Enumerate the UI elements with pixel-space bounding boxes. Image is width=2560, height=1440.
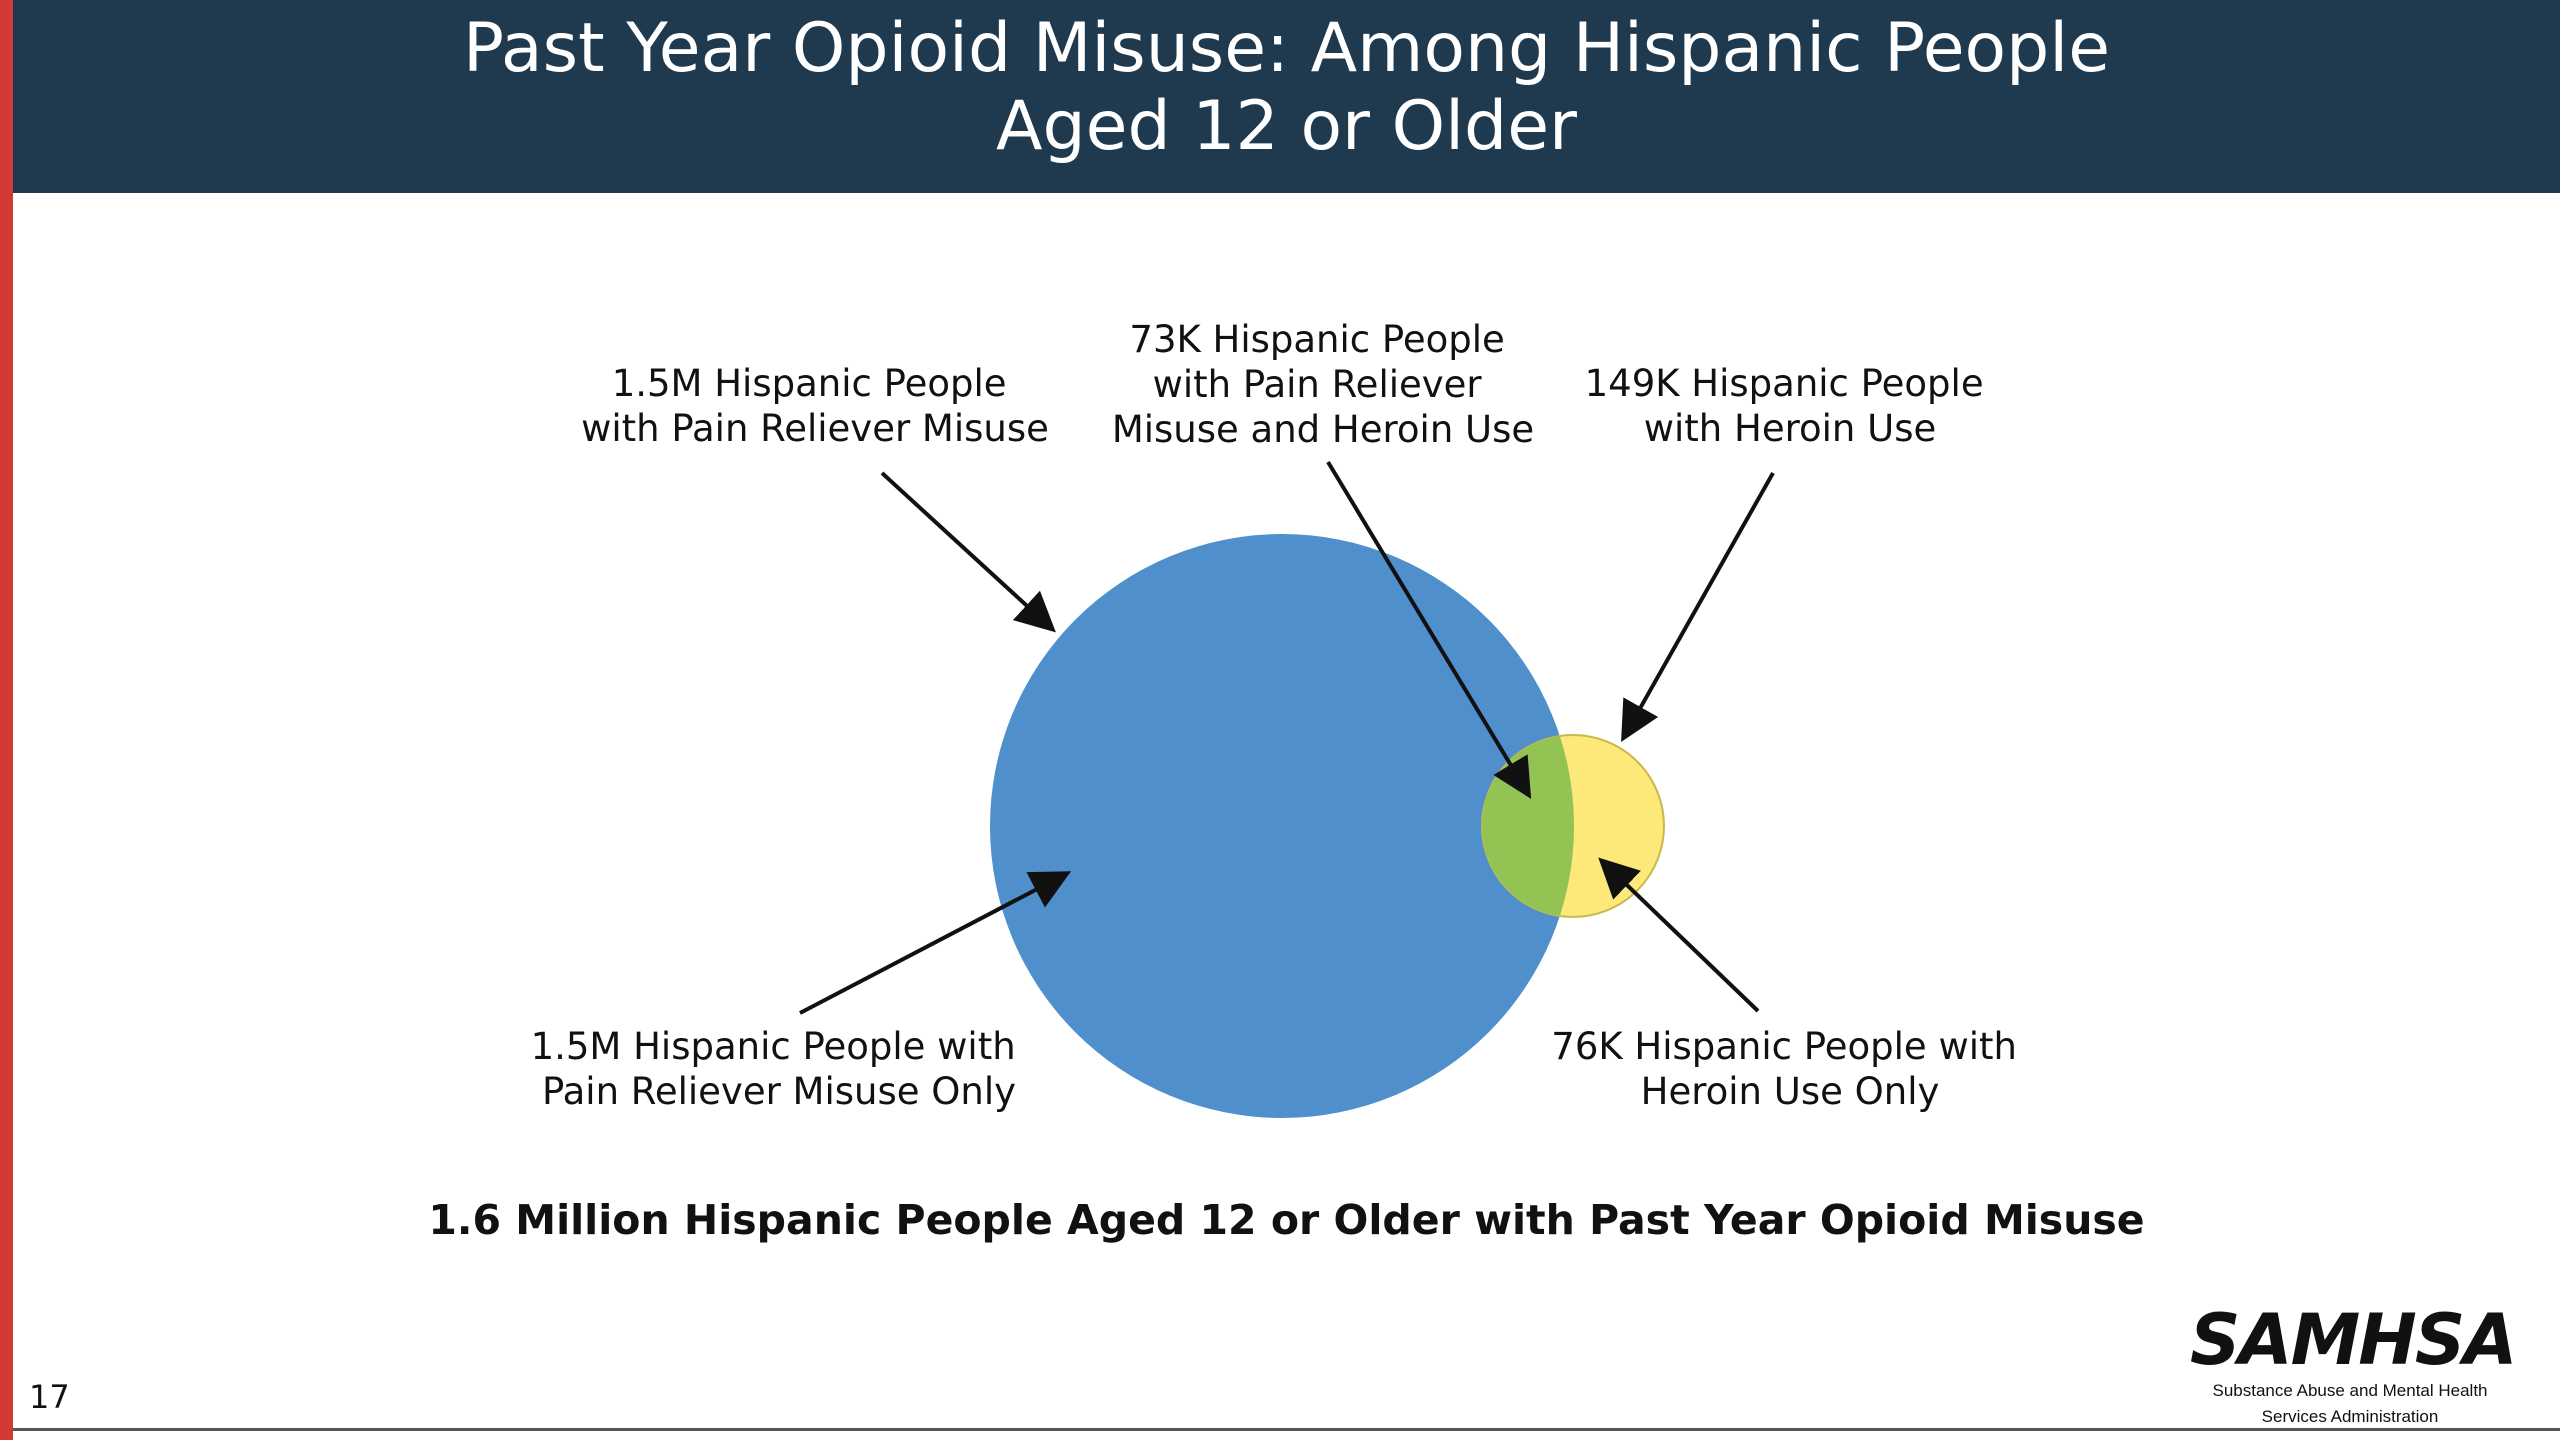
title-band <box>13 0 2560 193</box>
arrow-pain-reliever-only <box>799 871 1072 1015</box>
label-pain-reliever-misuse-line-2: with Pain Reliever Misuse <box>581 407 1049 450</box>
arrow-heroin-only <box>1598 857 1760 1013</box>
label-heroin-use: 149K Hispanic People with Heroin Use <box>1585 362 1996 450</box>
label-heroin-only-line-2: Heroin Use Only <box>1641 1070 1940 1113</box>
label-heroin-use-line-2: with Heroin Use <box>1644 407 1937 450</box>
slide-title: Past Year Opioid Misuse: Among Hispanic … <box>13 10 2560 166</box>
logo-subtitle-line-2: Services Administration <box>2261 1407 2439 1426</box>
label-pain-reliever-misuse-line-1: 1.5M Hispanic People <box>612 362 1007 405</box>
page-number: 17 <box>29 1378 70 1416</box>
label-overlap-line-3: Misuse and Heroin Use <box>1112 408 1534 451</box>
logo-wordmark: SAMHSA <box>2190 1299 2517 1381</box>
label-pain-reliever-only-line-2: Pain Reliever Misuse Only <box>542 1070 1016 1113</box>
label-overlap: 73K Hispanic People with Pain Reliever M… <box>1112 318 1534 451</box>
logo-subtitle-line-1: Substance Abuse and Mental Health <box>2212 1381 2488 1400</box>
left-accent-bar <box>0 0 13 1440</box>
total-caption: 1.6 Million Hispanic People Aged 12 or O… <box>428 1196 2145 1244</box>
arrow-pain-reliever-misuse <box>880 471 1056 633</box>
label-overlap-line-1: 73K Hispanic People <box>1129 318 1504 361</box>
label-pain-reliever-only-line-1: 1.5M Hispanic People with <box>531 1025 1016 1068</box>
label-overlap-line-2: with Pain Reliever <box>1153 363 1483 406</box>
label-heroin-only: 76K Hispanic People with Heroin Use Only <box>1551 1025 2028 1113</box>
slide-title-line-1: Past Year Opioid Misuse: Among Hispanic … <box>462 9 2111 88</box>
label-heroin-use-line-1: 149K Hispanic People <box>1585 362 1984 405</box>
label-heroin-only-line-1: 76K Hispanic People with <box>1551 1025 2017 1068</box>
label-pain-reliever-misuse: 1.5M Hispanic People with Pain Reliever … <box>581 362 1049 450</box>
bottom-divider <box>13 1428 2560 1431</box>
slide-title-line-2: Aged 12 or Older <box>996 87 1577 166</box>
label-pain-reliever-only: 1.5M Hispanic People with Pain Reliever … <box>531 1025 1028 1113</box>
samhsa-logo: SAMHSA Substance Abuse and Mental Health… <box>2190 1299 2517 1427</box>
pain-reliever-misuse-circle <box>990 534 1574 1118</box>
arrow-heroin-use <box>1621 472 1775 742</box>
arrow-overlap <box>1326 460 1532 799</box>
